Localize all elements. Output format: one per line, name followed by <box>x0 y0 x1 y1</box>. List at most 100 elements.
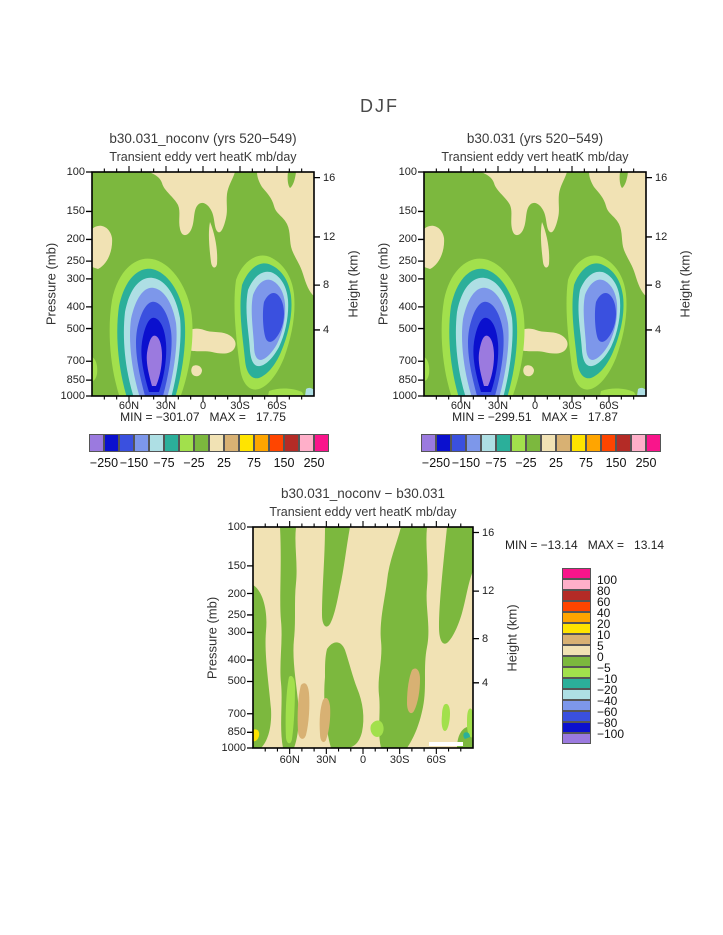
contour-plot-top-left <box>86 166 320 402</box>
pressure-tick-label: 700 <box>398 355 417 368</box>
colorbar-label: −250 <box>89 456 119 470</box>
legend-label: −100 <box>597 727 625 741</box>
height-tick-label: 16 <box>655 171 668 184</box>
colorbar-cell <box>239 434 254 452</box>
height-axis-label: Height (km) <box>677 250 693 318</box>
legend-cell <box>562 634 591 645</box>
pressure-tick-label: 300 <box>227 626 246 639</box>
height-tick-label: 12 <box>323 230 336 243</box>
lat-tick-label: 0 <box>531 400 539 412</box>
height-tick-label: 16 <box>323 171 336 184</box>
pressure-tick-label: 200 <box>66 233 85 246</box>
colorbar-cell <box>496 434 511 452</box>
legend-label: 100 <box>597 573 618 587</box>
colorbar-cell <box>451 434 466 452</box>
pressure-tick-label: 400 <box>66 300 85 313</box>
colorbar-cell <box>104 434 119 452</box>
minmax-top-left: MIN = −301.07 MAX = 17.75 <box>120 410 286 424</box>
axis-ticks <box>418 171 652 397</box>
pressure-tick-label: 150 <box>398 205 417 218</box>
pressure-tick-label: 700 <box>66 355 85 368</box>
legend-label: −60 <box>597 705 618 719</box>
legend-cell <box>562 678 591 689</box>
minmax-top-right: MIN = −299.51 MAX = 17.87 <box>452 410 618 424</box>
lat-tick-label: 60N <box>450 400 472 412</box>
legend-cell <box>562 601 591 612</box>
pressure-axis-label: Pressure (mb) <box>204 596 220 679</box>
pressure-tick-label: 200 <box>227 587 246 600</box>
colorbar-cell <box>224 434 239 452</box>
height-tick-label: 8 <box>323 279 330 292</box>
lat-tick-label: 30N <box>316 754 337 766</box>
pressure-axis-label: Pressure (mb) <box>375 242 391 326</box>
legend-cell <box>562 612 591 623</box>
colorbar-cell <box>149 434 164 452</box>
legend-label: 40 <box>597 606 611 620</box>
lat-tick-label: 0 <box>199 400 207 412</box>
height-tick-label: 12 <box>655 230 668 243</box>
legend-cell <box>562 667 591 678</box>
legend-cell <box>562 722 591 733</box>
colorbar-cell <box>466 434 481 452</box>
colorbar-cell <box>511 434 526 452</box>
pressure-tick-label: 200 <box>398 233 417 246</box>
pressure-tick-label: 700 <box>227 707 246 720</box>
colorbar-label: −25 <box>183 456 205 470</box>
lat-tick-label: 30N <box>487 400 509 412</box>
lat-tick-label: 30S <box>230 400 250 412</box>
panel-subtitle-top-right: Transient eddy vert heatK mb/day <box>441 150 629 164</box>
pressure-tick-label: 150 <box>227 559 246 572</box>
colorbar-cell <box>209 434 224 452</box>
colorbar-cell <box>421 434 436 452</box>
pressure-tick-label: 850 <box>66 374 85 387</box>
pressure-tick-label: 400 <box>227 654 246 667</box>
contour-plot-top-right <box>418 166 652 402</box>
lat-tick-label: 60N <box>279 754 300 766</box>
colorbar-cell <box>299 434 314 452</box>
legend-cell <box>562 623 591 634</box>
height-tick-label: 12 <box>482 585 495 598</box>
height-tick-label: 8 <box>482 632 489 645</box>
season-title: DJF <box>360 96 399 116</box>
legend-label: 0 <box>597 650 604 664</box>
legend-label: 10 <box>597 628 611 642</box>
colorbar-cell <box>631 434 646 452</box>
colorbar-label: −250 <box>421 456 451 470</box>
legend-cell <box>562 711 591 722</box>
pressure-tick-label: 1000 <box>392 390 417 402</box>
height-tick-label: 16 <box>482 526 495 539</box>
legend-cell <box>562 568 591 579</box>
legend-label: −80 <box>597 716 618 730</box>
pressure-tick-label: 850 <box>398 374 417 387</box>
colorbar-cell <box>571 434 586 452</box>
colorbar-cell <box>436 434 451 452</box>
legend-cell <box>562 689 591 700</box>
colorbar-label: 150 <box>273 456 295 470</box>
panel-subtitle-top-left: Transient eddy vert heatK mb/day <box>109 150 297 164</box>
colorbar-label: 75 <box>247 456 261 470</box>
pressure-tick-label: 100 <box>398 166 417 178</box>
height-tick-label: 4 <box>655 323 662 336</box>
axis-ticks <box>86 171 320 397</box>
plot-frame <box>423 171 647 397</box>
pressure-tick-label: 400 <box>398 300 417 313</box>
colorbar-cell <box>89 434 104 452</box>
lat-tick-label: 30S <box>562 400 582 412</box>
legend-label: −20 <box>597 683 618 697</box>
colorbar-cell <box>269 434 284 452</box>
plot-frame <box>252 526 474 749</box>
colorbar-cell <box>646 434 661 452</box>
panel-title-top-right: b30.031 (yrs 520−549) <box>466 131 604 146</box>
legend-label: 5 <box>597 639 604 653</box>
pressure-tick-label: 150 <box>66 205 85 218</box>
legend-label: 80 <box>597 584 611 598</box>
lat-tick-label: 0 <box>359 754 367 766</box>
colorbar-label: 250 <box>635 456 657 470</box>
pressure-tick-label: 300 <box>66 272 85 285</box>
colorbar-cell <box>526 434 541 452</box>
colorbar-cell <box>616 434 631 452</box>
pressure-tick-label: 250 <box>398 255 417 268</box>
legend-label: 20 <box>597 617 611 631</box>
legend-cell <box>562 700 591 711</box>
